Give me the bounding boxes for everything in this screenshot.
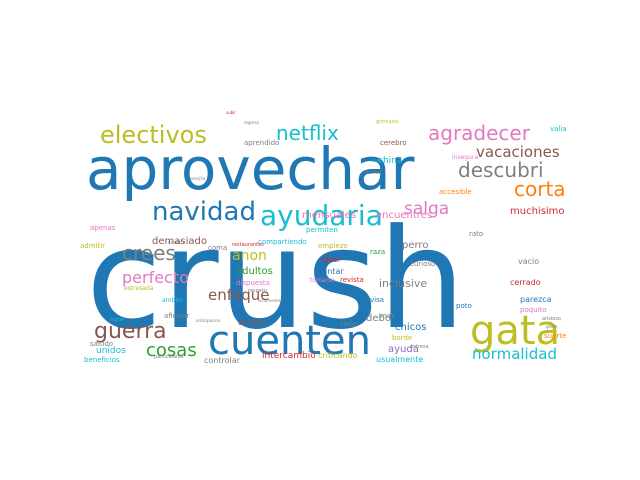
word: navidad (152, 197, 256, 227)
word: insegura (452, 154, 478, 161)
word: poto (456, 302, 472, 310)
word: encuentres (376, 210, 432, 221)
word: revista (340, 276, 364, 284)
word: cuatro (168, 240, 184, 246)
word: apenas (90, 224, 116, 232)
word: respeto (248, 288, 267, 294)
word: guerra (94, 319, 167, 344)
word: cerrado (510, 278, 541, 287)
word: china (378, 156, 402, 166)
word: afirmar (164, 312, 190, 320)
word: crush (86, 199, 465, 360)
word: electivos (100, 121, 207, 149)
word: suerte (544, 332, 566, 340)
word: estresada (124, 285, 154, 292)
word: gata (470, 308, 560, 354)
word: max (380, 312, 395, 320)
word: curioso (410, 260, 435, 268)
word: normalidad (472, 345, 557, 363)
word: lograr (110, 317, 126, 323)
word: actos (238, 317, 265, 328)
word: corta (514, 177, 566, 201)
word: descubri (458, 158, 544, 182)
word: restaurantes (232, 242, 264, 248)
word: sencilla (190, 176, 206, 181)
word: netflix (276, 121, 339, 145)
word: cielo (340, 320, 356, 328)
word: ansioso (542, 316, 561, 322)
word: valia (550, 125, 567, 133)
word: enfoque (208, 286, 269, 304)
word: dispuesta (236, 279, 270, 287)
word: chicos (395, 322, 426, 333)
word: borde (392, 334, 412, 342)
word: vacio (518, 257, 539, 266)
word: cantar (318, 267, 344, 276)
word: perfecto (122, 268, 189, 287)
word: visa (370, 296, 384, 304)
word: tomarse (310, 277, 335, 284)
word: anon (232, 248, 267, 264)
word: criticando (318, 351, 358, 360)
word: cerebro (380, 139, 407, 147)
word: poquito (520, 306, 547, 314)
word: inclusive (379, 277, 427, 290)
word: ideal (322, 256, 339, 264)
word: controlar (204, 356, 241, 365)
word: perro (402, 240, 428, 251)
word: particulares (154, 354, 184, 360)
word: crees (122, 241, 176, 265)
word: extresa (410, 344, 429, 350)
word: estres (366, 170, 382, 176)
word: ayuda (388, 344, 419, 355)
word: parezca (520, 295, 552, 304)
word: beneficios (84, 356, 120, 364)
word: coma (208, 244, 227, 252)
word: localmente (258, 298, 281, 303)
word: aprendido (244, 139, 279, 147)
word: empiezo (318, 242, 348, 250)
word: gimnasio (376, 119, 399, 125)
word: admitir (80, 242, 105, 250)
word: unidos (96, 346, 126, 356)
word: accesible (439, 188, 472, 196)
word: debo (366, 313, 391, 324)
word: salga (404, 199, 449, 219)
word: regreso (244, 120, 260, 125)
word: cuenten (208, 318, 371, 364)
word: ayudaria (260, 199, 383, 232)
word: intercambio (262, 351, 316, 361)
word: usualmente (376, 355, 423, 364)
word: raza (370, 248, 385, 256)
word: agradecer (428, 121, 531, 145)
word: vacaciones (476, 143, 560, 161)
word: gente (546, 324, 558, 329)
word: subir (226, 110, 236, 115)
word: rato (469, 230, 483, 238)
word: adultos (236, 266, 273, 277)
word: cosas (146, 340, 197, 361)
word: ambito (162, 297, 183, 304)
word: demasiado (152, 236, 207, 247)
word: compartiendo (258, 238, 307, 246)
word: permiten (306, 226, 338, 234)
word: muchisimo (510, 206, 565, 217)
word: saludo (90, 340, 113, 348)
word: aprovechar (86, 135, 415, 203)
word: anticipacion (196, 318, 221, 323)
word: cada (372, 158, 382, 163)
word: mensuales (302, 210, 356, 221)
